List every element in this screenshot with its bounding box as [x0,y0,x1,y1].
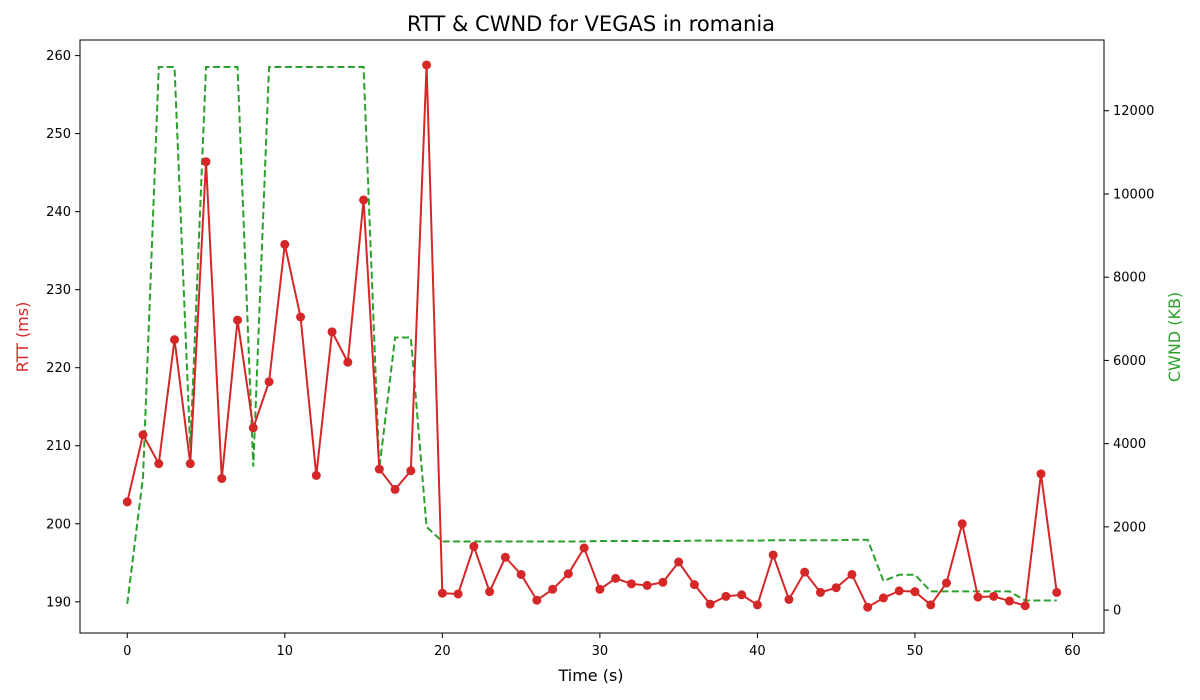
left-y-tick-label: 200 [46,517,71,532]
cwnd-line [126,66,1057,604]
x-tick-label: 50 [907,644,924,659]
rtt-point [926,600,936,610]
rtt-point [170,335,180,345]
rtt-point [626,579,636,589]
rtt-point [611,573,621,583]
rtt-point [674,557,684,567]
left-y-tick-label: 190 [46,595,71,610]
rtt-point [642,580,652,590]
rtt-point [406,466,416,476]
rtt-point [422,60,432,70]
rtt-point [185,459,195,469]
rtt-point [658,577,668,587]
rtt-point [233,315,243,325]
rtt-point [548,584,558,594]
rtt-point [1052,587,1062,597]
right-y-tick-label: 10000 [1113,187,1154,202]
rtt-point [815,587,825,597]
rtt-point [705,599,715,609]
x-tick-label: 60 [1064,644,1081,659]
rtt-point [721,591,731,601]
rtt-point [563,569,573,579]
rtt-point [154,459,164,469]
rtt-point [689,580,699,590]
left-y-tick-label: 210 [46,439,71,454]
x-tick-label: 0 [123,644,131,659]
left-y-tick-label: 240 [46,205,71,220]
left-y-tick-label: 230 [46,283,71,298]
ticks-layer: 0 10 20 30 40 50 60 190 200 210 220 230 240 250 260 0 20… [46,49,1154,659]
rtt-point [595,584,605,594]
rtt-point [516,569,526,579]
rtt-line [126,64,1058,609]
rtt-point [847,569,857,579]
rtt-point [831,583,841,593]
chart-title: RTT & CWND for VEGAS in romania [407,12,775,36]
rtt-point [390,484,400,494]
x-tick-label: 30 [592,644,609,659]
rtt-point [973,592,983,602]
rtt-point [910,587,920,597]
left-y-tick-label: 250 [46,127,71,142]
x-tick-label: 40 [749,644,766,659]
rtt-point [327,327,337,337]
rtt-point [737,590,747,600]
plot-frame [79,39,1105,634]
x-tick-label: 10 [277,644,294,659]
rtt-point [248,423,258,433]
left-axis-label: RTT (ms) [13,302,32,373]
rtt-point [311,470,321,480]
rtt-point [485,587,495,597]
right-y-tick-label: 4000 [1113,437,1146,452]
x-axis-label: Time (s) [557,666,623,685]
rtt-point [878,593,888,603]
rtt-point [579,543,589,553]
rtt-point [500,552,510,562]
rtt-point [989,591,999,601]
rtt-point [453,589,463,599]
rtt-point [1004,596,1014,606]
right-y-tick-label: 8000 [1113,271,1146,286]
left-y-tick-label: 220 [46,361,71,376]
rtt-point [359,195,369,205]
right-axis-label: CWND (KB) [1165,292,1184,382]
rtt-point [532,595,542,605]
rtt-point [138,430,148,440]
rtt-point [957,519,967,529]
rtt-point [437,588,447,598]
rtt-point [768,550,778,560]
rtt-point [201,157,211,167]
rtt-point [280,239,290,249]
rtt-point [264,377,274,387]
rtt-point [217,474,227,484]
rtt-point [752,600,762,610]
series-layer [122,60,1062,612]
rtt-point [784,594,794,604]
rtt-point [800,567,810,577]
rtt-point [1020,601,1030,611]
rtt-point [343,357,353,367]
rtt-point [894,586,904,596]
right-y-tick-label: 0 [1113,604,1121,619]
rtt-point [469,541,479,551]
rtt-point [863,602,873,612]
rtt-point [122,497,132,507]
rtt-point [374,464,384,474]
right-y-tick-label: 12000 [1113,104,1154,119]
rtt-point [296,312,306,322]
x-tick-label: 20 [434,644,451,659]
rtt-point [1036,469,1046,479]
right-y-tick-label: 2000 [1113,520,1146,535]
right-y-tick-label: 6000 [1113,354,1146,369]
left-y-tick-label: 260 [46,49,71,64]
rtt-point [941,578,951,588]
